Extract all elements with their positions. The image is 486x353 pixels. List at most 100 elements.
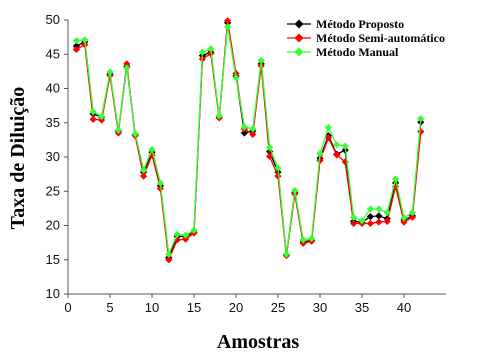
- y-tick-label: 50: [46, 12, 60, 27]
- x-tick-label: 0: [64, 300, 71, 315]
- data-point: [173, 230, 181, 239]
- data-point: [366, 205, 374, 213]
- data-point: [89, 115, 97, 123]
- data-point: [333, 141, 341, 149]
- data-point: [148, 145, 156, 154]
- legend-label: Método Manual: [316, 45, 399, 59]
- data-point: [408, 213, 416, 221]
- plot-area: [67, 20, 446, 295]
- legend-item: Método Semi-automático: [287, 31, 445, 45]
- data-point: [165, 250, 173, 258]
- y-tick-label: 25: [46, 183, 60, 198]
- data-point: [240, 123, 248, 131]
- legend-swatch-marker: [294, 47, 304, 57]
- data-point: [274, 172, 282, 180]
- data-point: [89, 108, 97, 116]
- x-tick-label: 10: [145, 300, 159, 315]
- data-point: [308, 234, 316, 243]
- data-point: [232, 73, 240, 82]
- data-point: [366, 212, 374, 221]
- data-point: [198, 48, 206, 56]
- data-point: [375, 212, 383, 220]
- legend-label: Método Semi-automático: [316, 31, 445, 45]
- series-3: [72, 23, 425, 258]
- y-tick-label: 35: [46, 115, 60, 130]
- data-point: [224, 23, 232, 31]
- data-point: [72, 36, 80, 45]
- data-point: [81, 36, 89, 44]
- data-point: [266, 143, 274, 152]
- data-point: [400, 218, 408, 226]
- x-tick-label: 25: [271, 300, 285, 315]
- data-point: [182, 231, 190, 239]
- data-point: [417, 128, 425, 136]
- y-tick-label: 20: [46, 218, 60, 233]
- data-point: [123, 64, 131, 72]
- data-point: [341, 142, 349, 150]
- data-point: [156, 179, 164, 187]
- data-point: [333, 151, 341, 159]
- data-point: [257, 56, 265, 65]
- data-point: [291, 186, 299, 195]
- legend-swatch-marker: [294, 33, 304, 43]
- data-point: [165, 256, 173, 264]
- data-point: [324, 123, 332, 132]
- data-point: [215, 112, 223, 120]
- data-point: [408, 208, 416, 217]
- data-point: [182, 235, 190, 243]
- y-tick-label: 40: [46, 81, 60, 96]
- data-point: [266, 152, 274, 160]
- data-point: [274, 164, 282, 172]
- y-tick-label: 15: [46, 252, 60, 267]
- x-axis-title: Amostras: [217, 331, 299, 353]
- x-tick-label: 35: [355, 300, 369, 315]
- data-point: [366, 219, 374, 228]
- legend-label: Método Proposto: [316, 17, 404, 31]
- legend-item: Método Manual: [287, 45, 399, 59]
- x-tick-label: 15: [187, 300, 201, 315]
- data-point: [350, 219, 358, 228]
- data-point: [383, 217, 391, 225]
- y-tick-label: 10: [46, 286, 60, 301]
- data-point: [392, 175, 400, 183]
- data-point: [400, 214, 408, 222]
- legend-item: Método Proposto: [287, 17, 404, 31]
- data-point: [207, 45, 215, 53]
- data-point: [417, 115, 425, 123]
- data-point: [249, 130, 257, 138]
- data-point: [232, 69, 240, 78]
- data-point: [114, 126, 122, 134]
- x-tick-label: 20: [229, 300, 243, 315]
- data-point: [249, 125, 257, 133]
- data-point: [140, 172, 148, 180]
- y-axis-title: Taxa de Diluição: [7, 87, 29, 230]
- data-point: [299, 236, 307, 244]
- x-ticks: 0 5 10 15 20 25 30 35 40: [64, 294, 411, 315]
- data-point: [224, 17, 232, 25]
- data-point: [140, 166, 148, 174]
- data-point: [392, 182, 400, 191]
- data-point: [316, 156, 324, 165]
- data-point: [106, 68, 114, 76]
- data-point: [190, 226, 198, 234]
- data-point: [375, 218, 383, 226]
- x-tick-label: 30: [313, 300, 327, 315]
- y-tick-label: 45: [46, 46, 60, 61]
- data-point: [98, 112, 106, 121]
- data-point: [375, 205, 383, 213]
- data-point: [282, 250, 290, 258]
- data-point: [72, 45, 80, 54]
- legend-swatch-marker: [294, 19, 304, 29]
- data-point: [350, 213, 358, 221]
- data-point: [131, 130, 139, 138]
- y-ticks: 10 15 20 25 30 35 40 45 50: [46, 12, 68, 301]
- data-point: [358, 217, 366, 225]
- data-point: [316, 149, 324, 158]
- data-point: [240, 129, 248, 137]
- data-point: [383, 208, 391, 217]
- y-tick-label: 30: [46, 149, 60, 164]
- series-line: [76, 26, 422, 257]
- series-layer: [72, 17, 425, 264]
